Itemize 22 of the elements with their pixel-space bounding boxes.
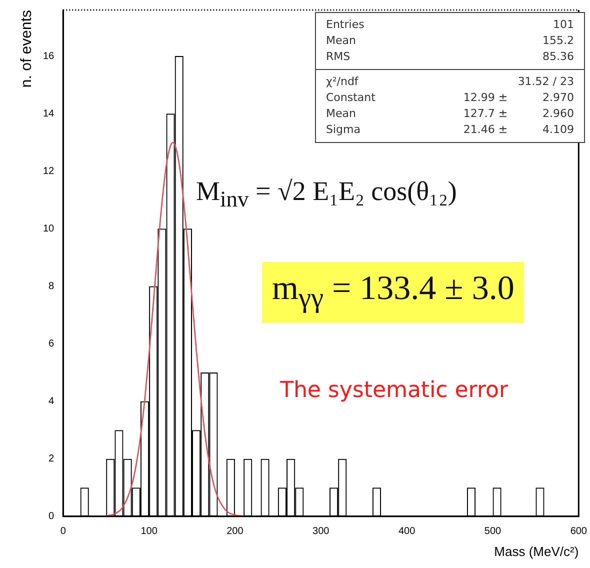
y-tick-label: 12: [43, 166, 55, 177]
y-axis-title: n. of events: [18, 10, 36, 88]
annotation: M$_{inv}$ = √2 E₁E₂ cos(θ₁₂): [196, 176, 457, 212]
y-tick-label: 10: [43, 223, 55, 234]
x-tick-label: 300: [312, 526, 330, 538]
x-tick-label: 200: [226, 526, 244, 538]
x-tick-label: 100: [140, 526, 158, 538]
y-tick-label: 8: [48, 280, 55, 292]
x-tick-label: 400: [398, 526, 416, 538]
y-tick-label: 4: [48, 396, 55, 408]
y-tick-label: 6: [48, 338, 55, 350]
x-tick-label: 500: [484, 526, 502, 538]
annotation: The systematic error: [280, 378, 508, 403]
y-tick-label: 14: [43, 108, 55, 120]
x-axis-title: Mass (MeV/c²): [494, 544, 579, 559]
y-tick-label: 0: [48, 511, 55, 522]
x-tick-label: 0: [60, 526, 66, 538]
stats-box: Entries 101 Mean 155.2 RMS 85.36 χ²/ndf 31.52 / 23 Constant 12.99 ± 2.970 Mean 127.7 ± 2.960 Sigma 21.46 ± 4.109: [315, 12, 585, 143]
x-tick-label: 600: [570, 526, 588, 538]
y-tick-label: 16: [43, 50, 55, 62]
annotation: m$_{γγ}$ = 133.4 ± 3.0: [262, 262, 524, 323]
y-tick-label: 2: [48, 454, 55, 465]
